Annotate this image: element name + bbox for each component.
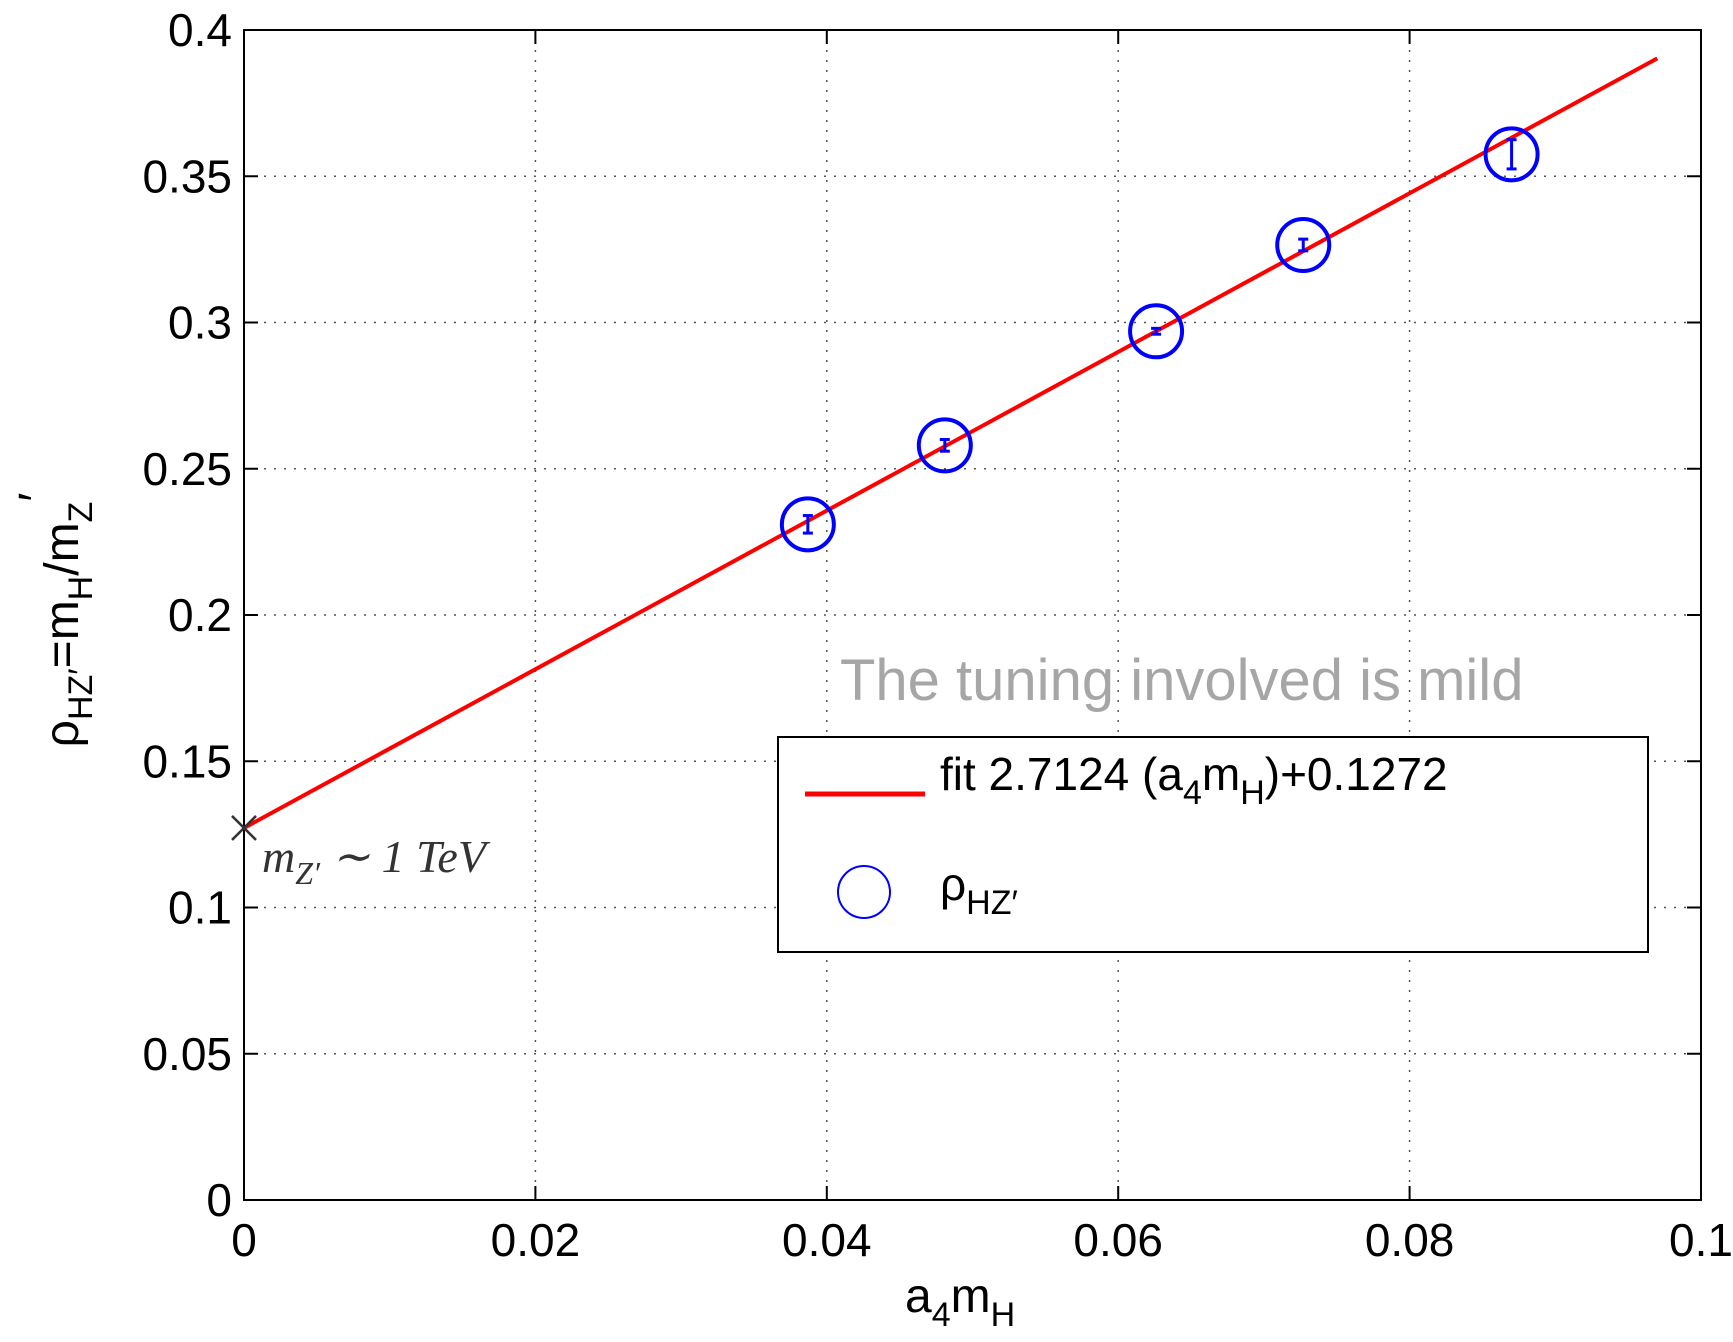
x-tick-labels: 0 0.02 0.04 0.06 0.08 0.1 bbox=[231, 1214, 1733, 1266]
y-tick-label: 0 bbox=[206, 1174, 232, 1226]
y-tick-labels: 0 0.05 0.1 0.15 0.2 0.25 0.3 0.35 0.4 bbox=[142, 4, 232, 1226]
data-point bbox=[779, 496, 836, 553]
y-tick-label: 0.1 bbox=[168, 882, 232, 934]
data-point bbox=[916, 417, 973, 474]
y-tick-label: 0.3 bbox=[168, 297, 232, 349]
intercept-marker-label: mZ′ ∼ 1 TeV bbox=[262, 831, 491, 891]
x-tick-label: 0.06 bbox=[1073, 1214, 1163, 1266]
y-tick-label: 0.05 bbox=[142, 1028, 232, 1080]
y-tick-label: 0.25 bbox=[142, 443, 232, 495]
fit-line bbox=[243, 56, 1659, 830]
legend-box bbox=[777, 736, 1649, 953]
legend-points-swatch bbox=[837, 865, 891, 919]
x-tick-label: 0.1 bbox=[1669, 1214, 1733, 1266]
legend-points-label: ρHZ′ bbox=[940, 858, 1018, 922]
y-tick-label: 0.4 bbox=[168, 4, 232, 56]
marker-stroke-b bbox=[231, 815, 257, 841]
y-tick-label: 0.35 bbox=[142, 150, 232, 202]
data-points-group bbox=[779, 126, 1540, 553]
plot-background bbox=[244, 30, 1701, 1200]
x-tick-label: 0.08 bbox=[1365, 1214, 1455, 1266]
legend: fit 2.7124 (a4mH)+0.1272 ρHZ′ bbox=[777, 736, 1649, 953]
x-tick-label: 0 bbox=[231, 1214, 257, 1266]
y-axis-label: ρHZ′=mH/mZ′ bbox=[10, 493, 100, 748]
x-tick-label: 0.04 bbox=[782, 1214, 872, 1266]
data-point bbox=[1275, 216, 1332, 273]
y-tick-label: 0.15 bbox=[142, 735, 232, 787]
legend-fit-label: fit 2.7124 (a4mH)+0.1272 bbox=[940, 748, 1448, 812]
y-tick-label: 0.2 bbox=[168, 589, 232, 641]
tuning-annotation: The tuning involved is mild bbox=[840, 648, 1523, 713]
data-point bbox=[1483, 126, 1540, 183]
x-tick-label: 0.02 bbox=[491, 1214, 581, 1266]
x-axis-label: a4mH bbox=[905, 1270, 1015, 1334]
tick-marks bbox=[243, 29, 1702, 1201]
data-point bbox=[1128, 303, 1185, 360]
intercept-marker bbox=[231, 815, 257, 841]
fit-line-group bbox=[243, 56, 1659, 830]
